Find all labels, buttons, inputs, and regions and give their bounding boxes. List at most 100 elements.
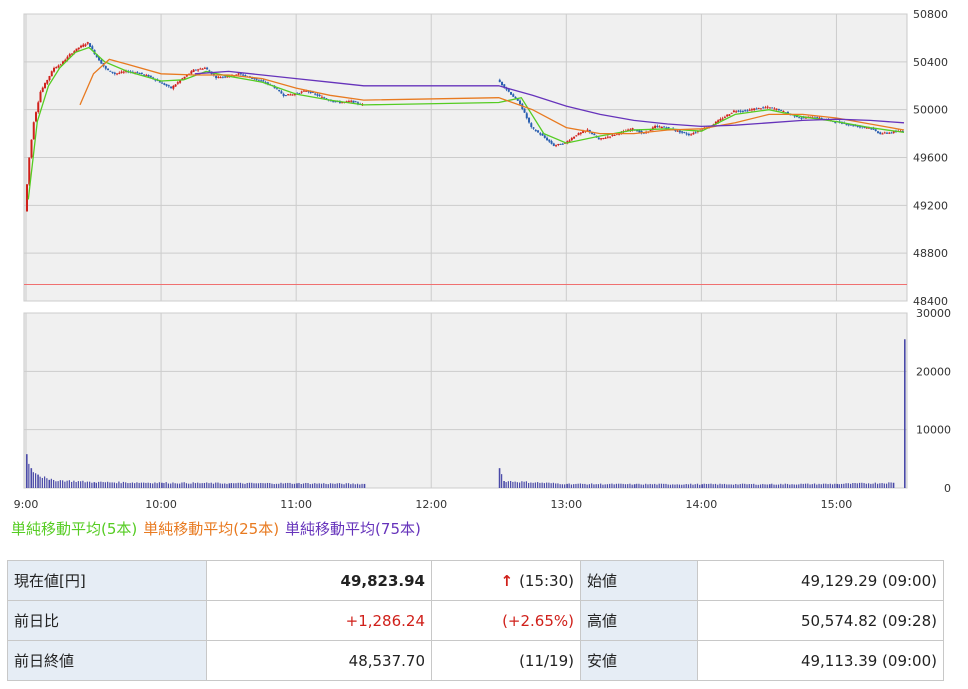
volume-bar xyxy=(192,482,194,488)
candle-body xyxy=(75,48,78,52)
volume-bar xyxy=(669,484,672,488)
volume-bar xyxy=(129,482,131,488)
volume-bar xyxy=(591,483,593,488)
candle-body xyxy=(800,117,803,119)
volume-bar xyxy=(104,482,106,488)
volume-bar xyxy=(717,484,719,488)
volume-bar xyxy=(870,483,872,488)
volume-bar xyxy=(843,483,845,488)
up-arrow-icon: ↑ xyxy=(500,571,514,590)
candle-body xyxy=(26,184,28,212)
volume-bar xyxy=(68,480,70,488)
candle-body xyxy=(627,129,630,132)
candle-body xyxy=(570,138,573,141)
volume-bar xyxy=(854,483,856,488)
x-tick-label: 10:00 xyxy=(145,498,177,511)
volume-bar xyxy=(543,483,545,488)
candle-body xyxy=(138,73,141,75)
volume-bar xyxy=(620,483,622,488)
candle-body xyxy=(755,108,758,110)
volume-bar xyxy=(622,483,624,488)
volume-bar xyxy=(39,476,41,488)
volume-bar xyxy=(221,483,224,488)
candle-body xyxy=(555,145,558,147)
volume-bar xyxy=(255,483,257,488)
volume-bar xyxy=(28,463,30,488)
volume-bar xyxy=(825,483,827,488)
volume-bar xyxy=(134,483,136,488)
candle-body xyxy=(892,131,895,133)
volume-bar xyxy=(280,482,282,488)
candle-body xyxy=(546,137,549,141)
volume-bar xyxy=(645,483,647,488)
volume-bar xyxy=(627,484,629,488)
candle-body xyxy=(305,90,308,92)
volume-bar xyxy=(708,483,710,488)
candle-body xyxy=(226,76,229,78)
volume-bar xyxy=(800,483,802,488)
y-tick-label: 48800 xyxy=(913,247,948,260)
moving-average-line-1 xyxy=(79,58,905,135)
volume-bar xyxy=(152,483,154,488)
volume-bar xyxy=(703,483,705,488)
candle-body xyxy=(816,117,819,119)
volume-bar xyxy=(852,482,854,488)
volume-bar xyxy=(773,484,775,488)
volume-bar xyxy=(361,483,363,488)
volume-bar xyxy=(904,339,906,488)
volume-bar xyxy=(512,481,514,488)
volume-bar xyxy=(701,484,703,488)
volume-bar xyxy=(593,484,595,488)
high-label: 高値 xyxy=(580,600,698,641)
candle-body xyxy=(537,130,540,133)
candle-body xyxy=(251,77,254,79)
volume-bar xyxy=(89,481,91,488)
candle-body xyxy=(872,128,875,130)
volume-bar xyxy=(606,484,609,488)
current-price-value: 49,823.94 xyxy=(206,560,432,601)
volume-bar xyxy=(154,482,156,488)
candle-body xyxy=(311,91,314,93)
candle-body xyxy=(71,53,74,55)
high-value: 50,574.82 (09:28) xyxy=(697,600,944,641)
volume-tick-label: 10000 xyxy=(916,424,951,437)
candle-body xyxy=(901,130,904,132)
volume-bar xyxy=(604,484,606,488)
candle-body xyxy=(158,81,161,83)
candle-body xyxy=(224,76,227,78)
volume-bar xyxy=(314,483,316,488)
candle-body xyxy=(280,91,283,94)
candle-body xyxy=(881,133,884,135)
candle-body xyxy=(242,74,245,76)
volume-bar xyxy=(660,483,663,488)
volume-bar xyxy=(566,483,568,488)
legend-ma5: 単純移動平均(5本) xyxy=(11,520,138,538)
volume-bar xyxy=(649,483,651,488)
volume-bar xyxy=(95,482,97,488)
candle-body xyxy=(174,84,177,87)
candle-body xyxy=(541,133,544,136)
volume-bar xyxy=(516,482,518,488)
volume-bar xyxy=(329,483,332,488)
candle-body xyxy=(834,121,837,123)
candle-body xyxy=(185,74,188,77)
volume-bar xyxy=(759,484,762,488)
candle-body xyxy=(208,70,211,72)
table-row: 前日終値 48,537.70 (11/19) 安値 49,113.39 (09:… xyxy=(7,640,944,681)
volume-bar xyxy=(595,484,597,488)
candle-body xyxy=(773,108,776,110)
volume-bar xyxy=(845,483,847,488)
volume-bar xyxy=(525,481,527,488)
volume-bar xyxy=(802,483,804,488)
candle-body xyxy=(559,143,562,145)
volume-bar xyxy=(156,483,158,488)
volume-bar xyxy=(501,474,503,488)
candle-body xyxy=(582,131,585,133)
volume-bar xyxy=(73,480,75,488)
volume-bar xyxy=(755,484,757,488)
volume-bar xyxy=(719,483,721,488)
candle-body xyxy=(345,101,348,103)
volume-bar xyxy=(723,483,726,488)
volume-bar xyxy=(885,483,888,488)
volume-bar xyxy=(674,484,676,488)
